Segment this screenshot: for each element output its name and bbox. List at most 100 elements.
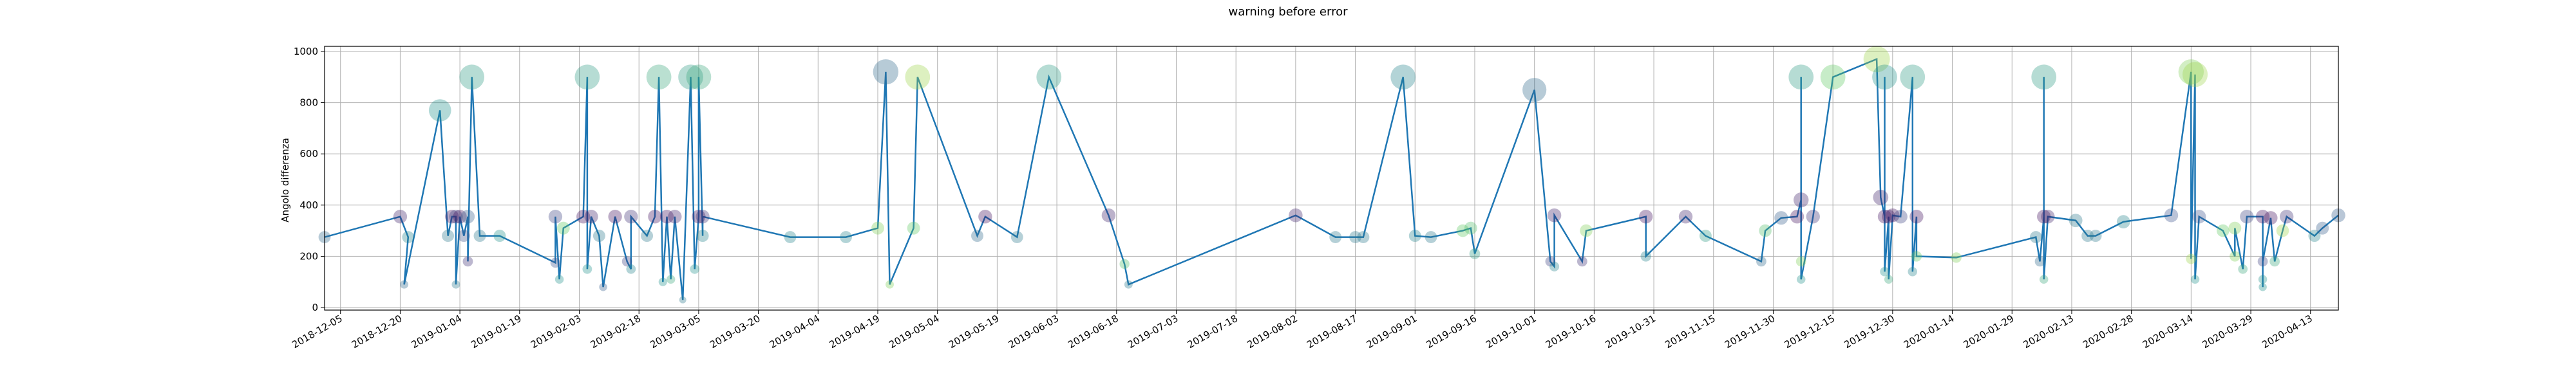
- data-point: [1124, 280, 1133, 289]
- data-point: [971, 230, 983, 243]
- x-tick-label: 2019-06-03: [1007, 313, 1061, 351]
- data-point: [886, 280, 894, 289]
- data-point: [449, 210, 463, 224]
- x-tick-label: 2019-07-18: [1186, 313, 1240, 351]
- x-tick-label: 2019-04-19: [827, 313, 882, 351]
- data-point: [445, 210, 459, 224]
- data-point: [905, 64, 931, 90]
- data-point: [2178, 59, 2204, 85]
- data-point: [1881, 210, 1896, 224]
- x-tick-label: 2019-05-19: [947, 313, 1001, 351]
- data-point: [2257, 256, 2268, 267]
- data-point: [1951, 252, 1962, 263]
- data-point: [400, 280, 409, 289]
- data-point: [2269, 256, 2280, 267]
- data-point: [1796, 275, 1806, 284]
- data-point: [696, 230, 709, 243]
- data-point: [2182, 62, 2208, 87]
- data-point: [462, 256, 473, 267]
- data-point: [599, 282, 607, 291]
- x-tick-label: 2019-10-16: [1544, 313, 1598, 351]
- x-tick-label: 2019-06-18: [1066, 313, 1121, 351]
- data-point: [2069, 214, 2083, 228]
- data-point: [554, 275, 564, 284]
- data-point: [621, 256, 632, 267]
- data-point: [459, 64, 485, 90]
- data-point: [1806, 210, 1820, 224]
- x-tick-label: 2019-02-18: [589, 313, 643, 351]
- data-point: [2216, 224, 2230, 237]
- data-point: [1863, 46, 1890, 73]
- data-point: [473, 230, 486, 243]
- x-tick-label: 2019-02-03: [529, 313, 583, 351]
- data-point: [2186, 253, 2197, 264]
- data-point: [784, 231, 797, 243]
- data-point: [1908, 267, 1917, 277]
- x-tick-label: 2018-12-20: [350, 313, 404, 351]
- data-point: [658, 277, 667, 286]
- data-point: [624, 210, 638, 224]
- data-point: [2116, 215, 2130, 229]
- data-point: [556, 221, 570, 235]
- y-tick-label: 0: [312, 302, 318, 313]
- data-point: [2029, 231, 2042, 243]
- data-point: [1790, 210, 1804, 224]
- data-point: [692, 210, 706, 224]
- data-point: [1357, 231, 1370, 243]
- data-point: [2308, 230, 2321, 243]
- data-point: [2037, 210, 2051, 224]
- x-tick-label: 2020-03-14: [2141, 313, 2195, 351]
- data-point: [460, 210, 475, 224]
- data-point: [690, 264, 700, 274]
- data-point: [2039, 275, 2049, 284]
- data-point: [592, 230, 605, 243]
- data-point: [2228, 221, 2242, 235]
- data-point: [626, 264, 636, 274]
- data-point: [1577, 256, 1587, 267]
- data-point: [1547, 208, 1562, 223]
- x-tick-label: 2020-01-29: [1962, 313, 2016, 351]
- data-point: [1873, 189, 1889, 205]
- data-point: [402, 231, 415, 243]
- x-tick-label: 2019-09-01: [1365, 313, 1419, 351]
- data-point: [1036, 64, 1062, 90]
- data-point: [666, 275, 676, 284]
- data-point: [2258, 275, 2268, 284]
- data-point: [1820, 64, 1846, 90]
- data-point: [548, 210, 563, 224]
- data-point: [1425, 231, 1437, 243]
- data-point: [2190, 275, 2200, 284]
- plot-frame: [324, 46, 2339, 311]
- data-point: [1545, 256, 1556, 267]
- data-point: [1639, 210, 1653, 224]
- data-point: [668, 210, 682, 224]
- data-point: [550, 257, 561, 268]
- x-tick-label: 2020-02-13: [2021, 313, 2076, 351]
- x-tick-label: 2019-03-05: [648, 313, 703, 351]
- data-point: [451, 280, 460, 289]
- data-point: [871, 221, 884, 235]
- data-point: [2264, 211, 2278, 225]
- data-point: [2255, 210, 2270, 224]
- data-point: [1010, 231, 1023, 243]
- data-point: [1886, 208, 1900, 223]
- chart-title: warning before error: [1228, 5, 1348, 19]
- x-tick-label: 2019-08-17: [1305, 313, 1359, 351]
- data-point: [1911, 251, 1922, 262]
- x-tick-label: 2019-04-04: [768, 313, 822, 351]
- data-point: [393, 210, 408, 224]
- data-point: [442, 230, 455, 243]
- data-point: [2089, 230, 2102, 243]
- data-point: [1522, 78, 1547, 102]
- data-point: [678, 64, 703, 90]
- data-point: [1774, 211, 1788, 225]
- data-point: [1349, 231, 1361, 243]
- data-point: [641, 230, 654, 243]
- data-point: [1640, 251, 1651, 262]
- data-point: [1756, 256, 1766, 267]
- grid: [325, 46, 2338, 310]
- data-point: [584, 210, 598, 224]
- x-tick-label: 2019-10-01: [1484, 313, 1539, 351]
- data-point: [659, 210, 674, 224]
